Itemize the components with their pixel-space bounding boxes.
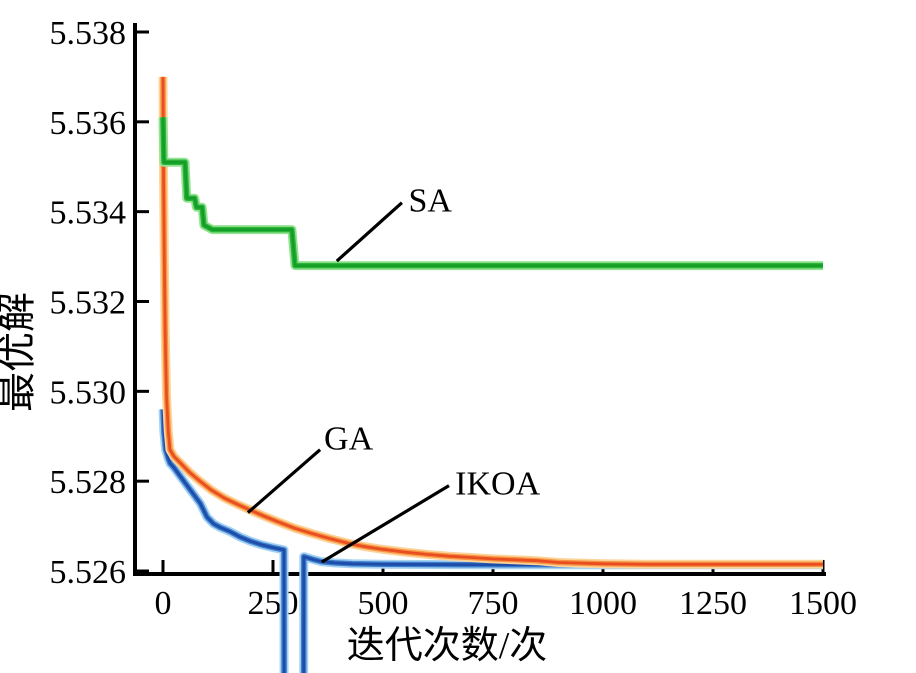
annotation-GA-label: GA	[324, 421, 374, 458]
y-tick-label: 5.528	[50, 464, 127, 501]
x-tick-label: 1250	[679, 585, 747, 622]
y-tick-label: 5.526	[50, 554, 127, 591]
annotations: SA GA IKOA	[246, 183, 541, 564]
ticks: 5.538 5.536 5.534 5.532 5.530 5.528 5.526 0 250 5…	[50, 15, 858, 622]
axes	[133, 23, 826, 576]
x-tick-label: 250	[248, 585, 299, 622]
annotation-IKOA-pointer-line	[321, 484, 450, 564]
annotation-IKOA-label: IKOA	[455, 466, 540, 503]
annotation-GA-pointer-line	[246, 448, 322, 514]
x-tick-label: 0	[155, 585, 172, 622]
x-tick-label: 1500	[789, 585, 857, 622]
x-tick-label: 750	[468, 585, 519, 622]
x-tick-label: 500	[358, 585, 409, 622]
y-tick-label: 5.534	[50, 195, 127, 232]
annotation-SA-pointer-line	[335, 201, 403, 263]
series-GA-line	[161, 76, 823, 566]
x-tick-label: 1000	[569, 585, 637, 622]
data-series	[158, 76, 823, 673]
annotation-SA-label: SA	[409, 183, 453, 220]
y-tick-label: 5.536	[50, 105, 127, 142]
y-tick-label: 5.530	[50, 374, 127, 411]
series-IKOA-line	[161, 409, 823, 673]
x-axis-title: 迭代次数/次	[347, 625, 548, 667]
series-SA-line	[161, 117, 823, 268]
y-tick-label: 5.538	[50, 15, 127, 52]
y-axis-title: 最优解	[0, 292, 39, 412]
y-tick-label: 5.532	[50, 285, 127, 322]
